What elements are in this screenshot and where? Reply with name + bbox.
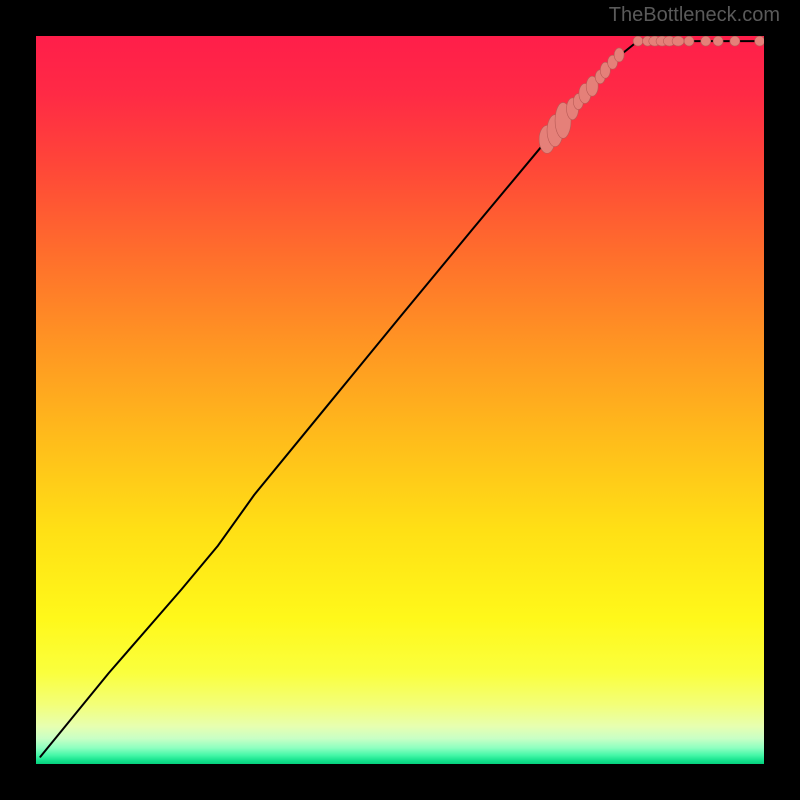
data-marker: [672, 36, 684, 46]
data-markers: [539, 36, 764, 153]
data-marker: [755, 36, 764, 46]
data-marker: [684, 36, 694, 46]
data-marker: [614, 48, 624, 62]
chart-container: TheBottleneck.com: [0, 0, 800, 800]
data-marker: [701, 36, 711, 46]
plot-area: [36, 36, 764, 764]
data-marker: [633, 36, 643, 46]
data-marker: [730, 36, 740, 46]
chart-overlay: [36, 36, 764, 764]
data-line: [40, 41, 759, 757]
data-marker: [713, 36, 723, 46]
watermark-text: TheBottleneck.com: [609, 4, 780, 27]
